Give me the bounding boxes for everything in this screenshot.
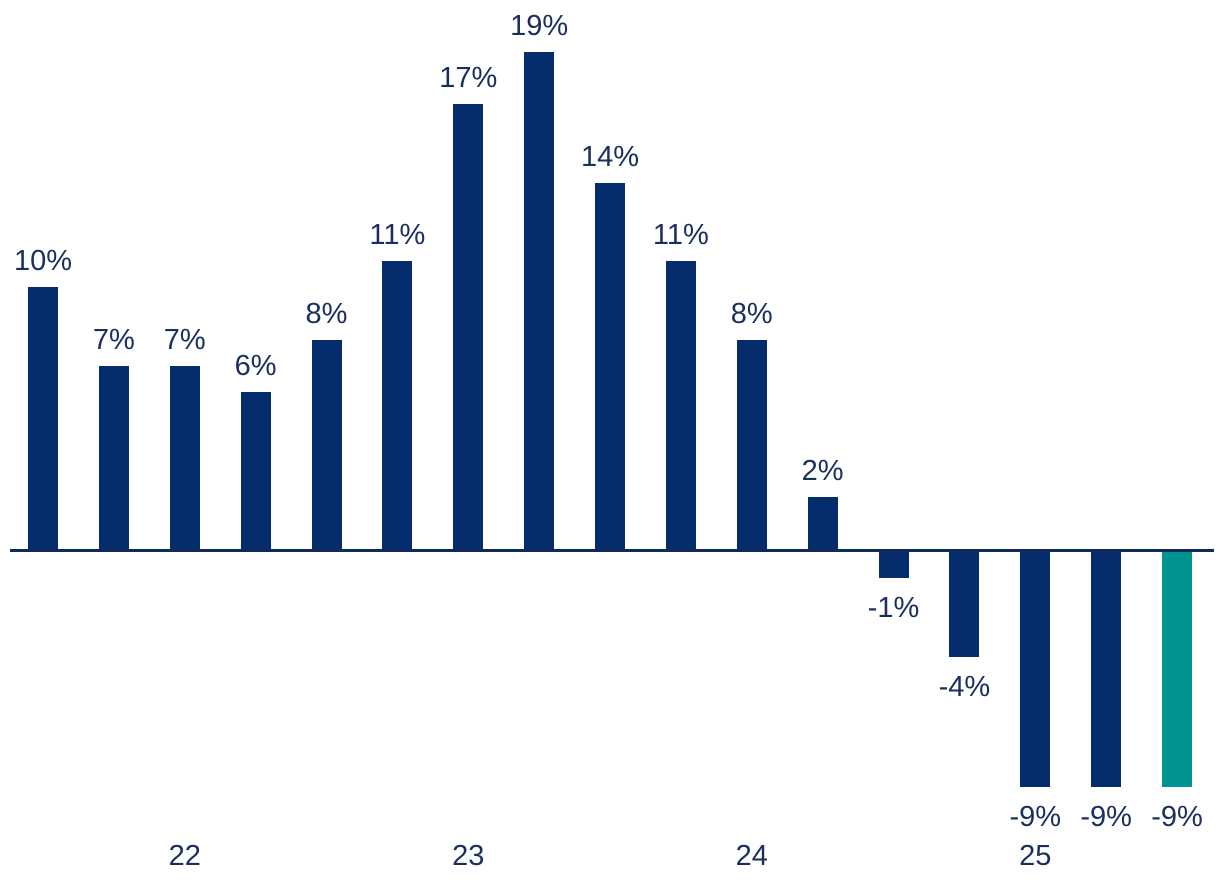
bar — [98, 365, 129, 549]
bar — [595, 182, 625, 549]
bar-value-label: 10% — [13, 245, 73, 278]
bar-value-label: 8% — [305, 297, 348, 330]
bar-value-label: 2% — [801, 454, 844, 487]
bar-value-label: -1% — [867, 592, 920, 625]
x-axis-tick-label: 23 — [452, 840, 485, 872]
bar-value-label: 14% — [580, 140, 640, 173]
bar-value-label: 11% — [369, 219, 426, 252]
bar — [736, 339, 767, 549]
bar — [240, 392, 271, 549]
bar — [949, 552, 980, 657]
bar-value-label: 11% — [652, 219, 709, 252]
bar-value-label: 17% — [439, 62, 498, 95]
x-axis-tick-label: 24 — [735, 840, 768, 872]
bar — [878, 552, 909, 579]
bar-highlighted — [1162, 552, 1192, 788]
bar-value-label: 8% — [730, 297, 773, 330]
x-axis-tick-label: 25 — [1019, 840, 1052, 872]
bar-value-label: 7% — [163, 323, 206, 356]
bar — [311, 339, 342, 549]
bar — [382, 261, 413, 549]
bar — [665, 261, 696, 549]
bar — [453, 104, 484, 549]
bar-value-label: 6% — [234, 350, 277, 383]
bar-value-label: 19% — [510, 9, 569, 42]
bar-value-label: -9% — [1151, 801, 1203, 834]
bar-value-label: -9% — [1080, 801, 1132, 834]
bar — [524, 51, 555, 549]
bar-value-label: -4% — [938, 670, 991, 703]
bar — [169, 365, 200, 549]
bar — [807, 496, 838, 549]
bar-value-label: -9% — [1009, 801, 1062, 834]
bar — [28, 287, 58, 549]
x-axis-zero-line — [10, 549, 1214, 552]
x-axis-tick-label: 22 — [168, 840, 201, 872]
bar — [1091, 552, 1122, 788]
bar — [1020, 552, 1051, 788]
bar-value-label: 7% — [92, 323, 135, 356]
